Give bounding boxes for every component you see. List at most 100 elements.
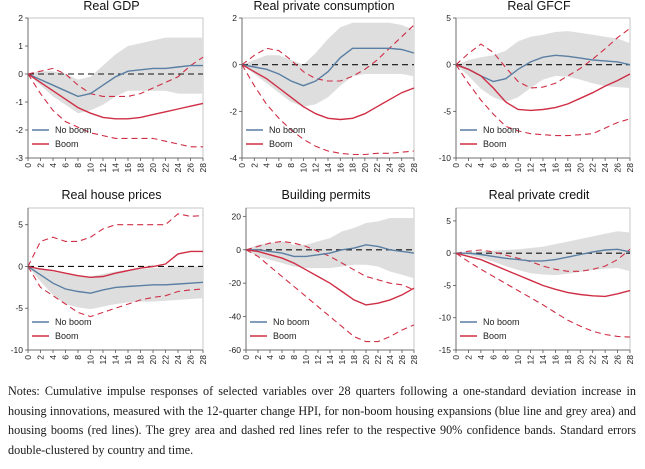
x-tick-label: 14 — [325, 355, 335, 365]
x-tick-label: 20 — [148, 355, 158, 365]
x-tick-label: 2 — [36, 355, 46, 360]
legend-label-boom: Boom — [483, 139, 507, 149]
y-tick-label: -5 — [15, 303, 23, 313]
boom-band-upper — [455, 27, 631, 89]
x-tick-label: 20 — [148, 163, 158, 173]
x-tick-label: 8 — [73, 355, 83, 360]
x-tick-label: 18 — [563, 355, 573, 365]
x-tick-label: 10 — [298, 163, 308, 173]
x-tick-label: 24 — [173, 355, 183, 365]
x-tick-label: 8 — [73, 163, 83, 168]
x-tick-label: 16 — [123, 355, 133, 365]
x-tick-label: 4 — [48, 355, 58, 360]
x-tick-label: 14 — [111, 355, 121, 365]
x-tick-label: 12 — [313, 355, 323, 365]
x-tick-label: 12 — [311, 163, 321, 173]
boom-band-lower — [241, 64, 415, 156]
x-tick-label: 20 — [360, 163, 370, 173]
series-line-no-boom — [455, 54, 631, 83]
legend: No boom Boom — [250, 317, 310, 341]
x-tick-label: 22 — [373, 355, 383, 365]
y-tick-label: -5 — [443, 280, 451, 290]
x-tick-label: 18 — [136, 355, 146, 365]
boom-band-lower — [245, 249, 415, 343]
series-line-boom — [27, 250, 203, 279]
legend: No boom Boom — [460, 125, 520, 149]
x-tick-label: 16 — [335, 163, 345, 173]
x-tick-label: 28 — [198, 163, 208, 173]
legend-label-no-boom: No boom — [269, 125, 306, 135]
x-tick-label: 2 — [463, 355, 473, 360]
no-boom-confidence-band — [456, 31, 630, 103]
x-tick-label: 26 — [397, 163, 407, 173]
x-tick-label: 12 — [526, 163, 536, 173]
x-tick-label: 2 — [36, 163, 46, 168]
y-tick-label: 5 — [446, 13, 451, 23]
y-tick-label: 2 — [18, 13, 23, 23]
x-tick-label: 4 — [476, 163, 486, 168]
legend-label-no-boom: No boom — [483, 125, 520, 135]
x-tick-label: 22 — [588, 163, 598, 173]
y-tick-label: -10 — [439, 153, 452, 163]
x-tick-label: 4 — [265, 355, 275, 360]
series-line-boom — [455, 252, 631, 298]
x-tick-label: 20 — [361, 355, 371, 365]
x-tick-label: 10 — [513, 355, 523, 365]
x-tick-label: 0 — [23, 355, 33, 360]
x-tick-label: 18 — [348, 163, 358, 173]
y-tick-label: 20 — [232, 211, 242, 221]
y-tick-label: 2 — [232, 13, 237, 23]
chart-title: Real GDP — [83, 0, 139, 13]
figure-notes: Notes: Cumulative impulse responses of s… — [8, 384, 636, 457]
x-tick-label: 2 — [249, 163, 259, 168]
series-line-boom — [245, 249, 415, 306]
x-tick-label: 28 — [409, 163, 419, 173]
legend-label-boom: Boom — [55, 331, 79, 341]
y-tick-label: -60 — [229, 345, 242, 355]
series-line-boom — [27, 73, 204, 120]
y-tick-label: -1 — [15, 97, 23, 107]
chart-title: Real private credit — [489, 188, 590, 202]
series-line-no-boom — [246, 244, 415, 258]
x-tick-label: 12 — [98, 163, 108, 173]
x-tick-label: 14 — [111, 163, 121, 173]
x-tick-label: 26 — [186, 355, 196, 365]
x-tick-label: 24 — [173, 163, 183, 173]
chart-title: Real GFCF — [507, 0, 571, 13]
chart-title: Real private consumption — [253, 0, 394, 13]
y-tick-label: 0 — [232, 60, 237, 70]
x-tick-label: 10 — [513, 163, 523, 173]
x-tick-label: 28 — [409, 355, 419, 365]
x-tick-label: 0 — [241, 355, 251, 360]
chart-title: Building permits — [282, 188, 371, 202]
x-tick-label: 28 — [625, 355, 635, 365]
y-tick-label: 5 — [446, 216, 451, 226]
legend: No boom Boom — [32, 317, 92, 341]
x-tick-label: 6 — [488, 355, 498, 360]
boom-band-upper — [241, 24, 415, 82]
x-tick-label: 28 — [625, 163, 635, 173]
x-tick-label: 14 — [323, 163, 333, 173]
x-tick-label: 24 — [600, 355, 610, 365]
y-tick-label: 0 — [18, 69, 23, 79]
y-tick-label: -15 — [439, 345, 452, 355]
x-tick-label: 24 — [600, 163, 610, 173]
series-line-no-boom — [27, 265, 204, 294]
x-tick-label: 16 — [550, 355, 560, 365]
series-line-boom — [241, 64, 415, 121]
x-tick-label: 2 — [463, 163, 473, 168]
legend: No boom Boom — [460, 317, 520, 341]
x-tick-label: 2 — [253, 355, 263, 360]
x-tick-label: 18 — [563, 163, 573, 173]
y-tick-label: 0 — [446, 248, 451, 258]
y-tick-label: -2 — [15, 125, 23, 135]
y-tick-label: 1 — [18, 41, 23, 51]
x-tick-label: 0 — [23, 163, 33, 168]
x-tick-label: 22 — [372, 163, 382, 173]
